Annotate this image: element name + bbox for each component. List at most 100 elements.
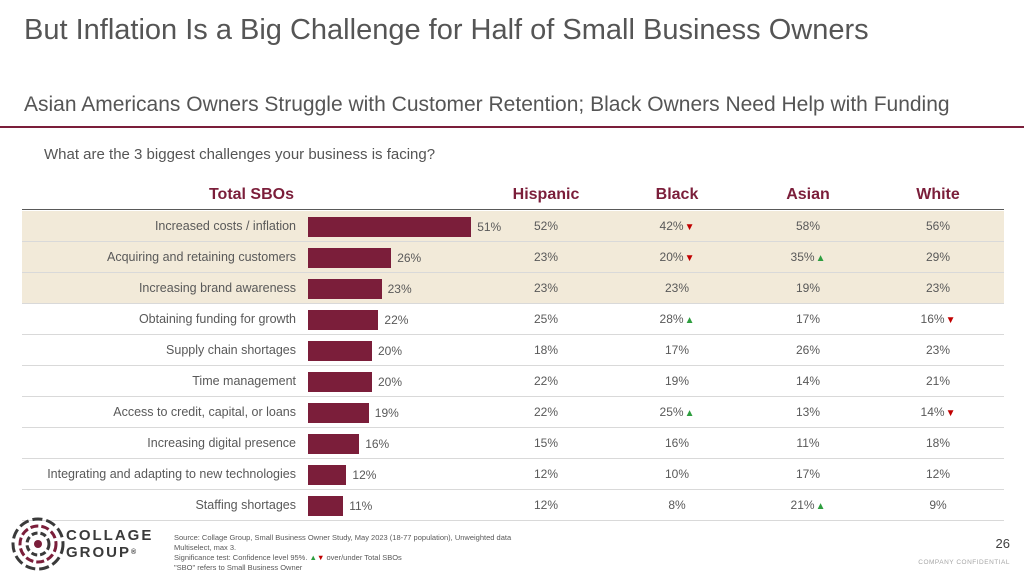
down-arrow-icon: ▼ xyxy=(684,253,695,264)
source-line-3-prefix: Significance test: Confidence level 95%. xyxy=(174,553,308,562)
hispanic-cell: 23% xyxy=(486,281,606,295)
white-value: 14% xyxy=(920,405,945,419)
white-value: 56% xyxy=(925,219,951,233)
table-row: Integrating and adapting to new technolo… xyxy=(22,459,1004,490)
asian-cell: 17% xyxy=(748,467,868,481)
total-bar xyxy=(308,341,372,361)
white-cell: 18% xyxy=(878,436,998,450)
total-bar xyxy=(308,248,392,268)
asian-value: 14% xyxy=(795,374,821,388)
row-label: Increasing brand awareness xyxy=(138,281,296,295)
brand-line-2: GROUP xyxy=(66,544,132,561)
hispanic-cell: 22% xyxy=(486,405,606,419)
brand-registered-mark: ® xyxy=(131,549,137,556)
confidential-label: COMPANY CONFIDENTIAL xyxy=(918,559,1010,566)
hispanic-value: 25% xyxy=(533,312,559,326)
total-bar xyxy=(308,279,382,299)
asian-cell: 26% xyxy=(748,343,868,357)
collage-logo-icon xyxy=(11,517,65,571)
black-value: 8% xyxy=(668,498,686,512)
black-cell: 19% xyxy=(617,374,737,388)
black-value: 25% xyxy=(659,405,684,419)
hispanic-value: 12% xyxy=(533,467,559,481)
row-label: Obtaining funding for growth xyxy=(138,312,296,326)
white-value: 23% xyxy=(925,343,951,357)
asian-cell: 17% xyxy=(748,312,868,326)
total-bar-label: 20% xyxy=(378,375,403,389)
asian-value: 58% xyxy=(795,219,821,233)
black-value: 19% xyxy=(664,374,690,388)
black-cell: 8% xyxy=(617,498,737,512)
hispanic-value: 18% xyxy=(533,343,559,357)
hispanic-value: 23% xyxy=(533,250,559,264)
black-value: 42% xyxy=(659,219,684,233)
total-bar-label: 12% xyxy=(352,468,377,482)
hispanic-cell: 25% xyxy=(486,312,606,326)
header-asian: Asian xyxy=(786,186,830,203)
white-cell: 12% xyxy=(878,467,998,481)
white-value: 29% xyxy=(925,250,951,264)
source-line-2: Multiselect, max 3. xyxy=(174,543,237,552)
row-label: Integrating and adapting to new technolo… xyxy=(47,467,296,481)
black-cell: 42%▼ xyxy=(617,219,737,233)
row-label: Supply chain shortages xyxy=(166,343,296,357)
asian-value: 17% xyxy=(795,312,821,326)
asian-cell: 13% xyxy=(748,405,868,419)
total-bar-label: 11% xyxy=(349,499,373,513)
total-bar xyxy=(308,496,344,516)
total-bar xyxy=(308,372,372,392)
table-row: Staffing shortages 11% 12% 8% 21%▲ 9% xyxy=(22,490,1004,521)
hispanic-value: 15% xyxy=(533,436,559,450)
white-cell: 29% xyxy=(878,250,998,264)
row-label: Staffing shortages xyxy=(195,498,296,512)
white-cell: 23% xyxy=(878,343,998,357)
asian-value: 19% xyxy=(795,281,821,295)
black-cell: 23% xyxy=(617,281,737,295)
total-bar-label: 22% xyxy=(384,313,409,327)
asian-value: 26% xyxy=(795,343,821,357)
source-line-4: "SBO" refers to Small Business Owner xyxy=(174,563,303,572)
table-row: Increased costs / inflation 51% 52% 42%▼ 58%… xyxy=(22,211,1004,242)
brand-line-1: COLLAGE xyxy=(66,527,154,544)
total-bar-label: 23% xyxy=(387,282,412,296)
source-note: Source: Collage Group, Small Business Ow… xyxy=(174,533,511,573)
white-cell: 21% xyxy=(878,374,998,388)
row-label: Acquiring and retaining customers xyxy=(107,250,296,264)
row-label: Increasing digital presence xyxy=(147,436,296,450)
total-bar-label: 19% xyxy=(374,406,399,420)
up-arrow-icon: ▲ xyxy=(309,553,317,562)
black-value: 28% xyxy=(659,312,684,326)
white-value: 18% xyxy=(925,436,951,450)
asian-cell: 14% xyxy=(748,374,868,388)
total-bar-label: 20% xyxy=(378,344,403,358)
black-cell: 25%▲ xyxy=(617,405,737,419)
white-cell: 9% xyxy=(878,498,998,512)
total-bar xyxy=(308,403,369,423)
brand-name: COLLAGE GROUP® xyxy=(66,527,153,561)
down-arrow-icon: ▼ xyxy=(945,408,956,419)
header-black: Black xyxy=(655,186,699,203)
black-cell: 20%▼ xyxy=(617,250,737,264)
up-arrow-icon: ▲ xyxy=(684,315,695,326)
row-label: Increased costs / inflation xyxy=(154,219,296,233)
title-divider xyxy=(0,126,1024,128)
asian-cell: 21%▲ xyxy=(748,498,868,512)
white-value: 23% xyxy=(925,281,951,295)
hispanic-value: 22% xyxy=(533,374,559,388)
white-value: 12% xyxy=(925,467,951,481)
black-cell: 17% xyxy=(617,343,737,357)
table-row: Supply chain shortages 20% 18% 17% 26% 23% xyxy=(22,335,1004,366)
page-subtitle: Asian Americans Owners Struggle with Cus… xyxy=(24,93,950,116)
total-bar-label: 26% xyxy=(397,251,422,265)
down-arrow-icon: ▼ xyxy=(684,222,695,233)
hispanic-value: 22% xyxy=(533,405,559,419)
asian-cell: 35%▲ xyxy=(748,250,868,264)
table-row: Increasing digital presence 16% 15% 16% 11% 1… xyxy=(22,428,1004,459)
white-value: 21% xyxy=(925,374,951,388)
table-row: Access to credit, capital, or loans 19% 22… xyxy=(22,397,1004,428)
hispanic-cell: 18% xyxy=(486,343,606,357)
table-row: Obtaining funding for growth 22% 25% 28%▲ 17… xyxy=(22,304,1004,335)
total-bar-label: 16% xyxy=(365,437,390,451)
asian-cell: 58% xyxy=(748,219,868,233)
asian-value: 11% xyxy=(796,436,820,450)
